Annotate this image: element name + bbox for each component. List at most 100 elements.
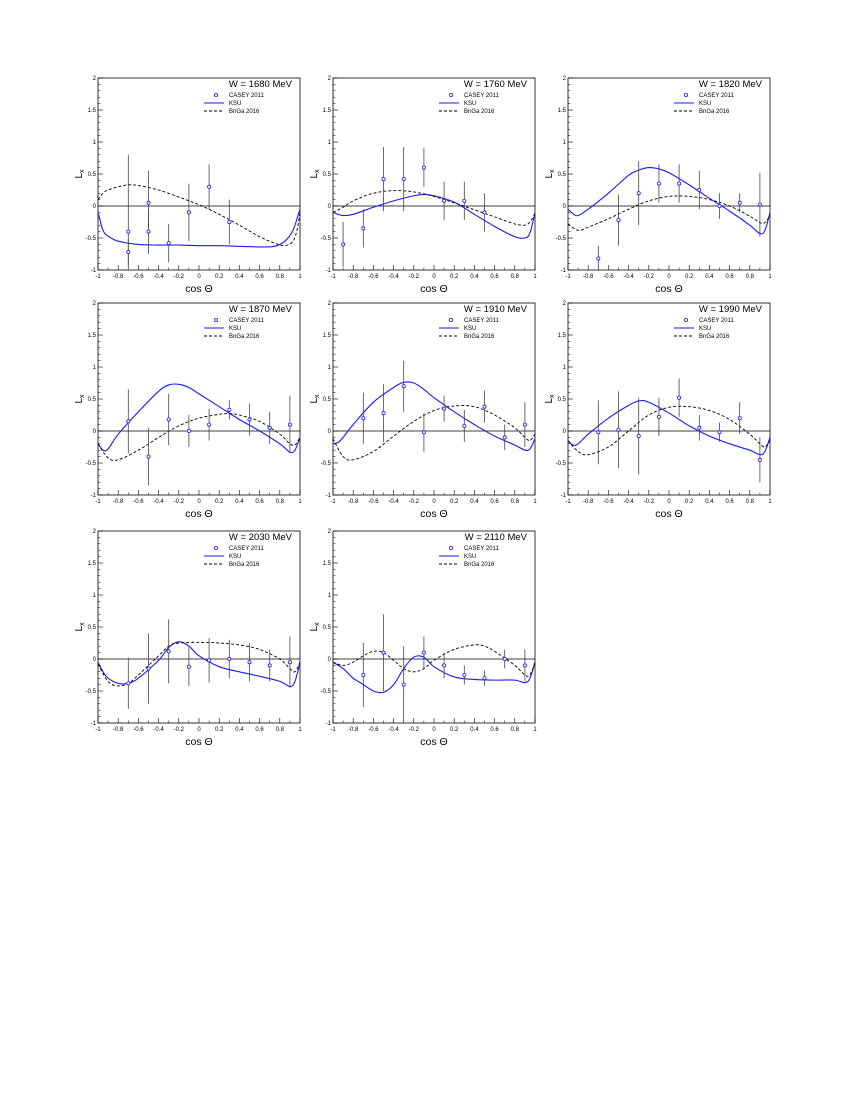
y-tick-label: -1 bbox=[326, 721, 332, 727]
x-tick-label: 1 bbox=[768, 274, 772, 280]
data-point bbox=[596, 430, 601, 435]
y-tick-label: 0.5 bbox=[323, 397, 332, 403]
data-point bbox=[737, 200, 742, 205]
y-axis-label-main: L bbox=[74, 173, 85, 179]
y-tick-label: -0.5 bbox=[556, 236, 567, 242]
x-tick-label: -0.8 bbox=[348, 499, 359, 505]
chart-panel: -1 -0.8 -0.6 -0.4 -0.2 0 0.2 0.4 0.6 0.8 1 -1 -0.5 0 0… bbox=[309, 301, 537, 520]
x-tick-label: 0.6 bbox=[255, 727, 264, 733]
data-point bbox=[656, 414, 661, 419]
x-tick-label: 0.8 bbox=[511, 499, 520, 505]
x-tick-label: 0.2 bbox=[450, 499, 459, 505]
legend-marker bbox=[448, 317, 453, 322]
y-tick-label: -1 bbox=[326, 268, 332, 274]
data-point bbox=[227, 657, 232, 662]
y-tick-label: 2 bbox=[93, 301, 97, 307]
y-tick-label: 1.5 bbox=[323, 561, 332, 567]
y-tick-label: 0.5 bbox=[88, 625, 97, 631]
y-tick-label: 1.5 bbox=[88, 333, 97, 339]
y-axis-label-main: L bbox=[74, 398, 85, 404]
ksu-curve bbox=[98, 209, 300, 248]
y-tick-label: -0.5 bbox=[556, 461, 567, 467]
y-axis-label-sub: x bbox=[79, 622, 86, 626]
y-tick-label: -0.5 bbox=[321, 236, 332, 242]
y-tick-label: 0.5 bbox=[88, 397, 97, 403]
y-tick-label: 0.5 bbox=[323, 172, 332, 178]
data-point bbox=[166, 649, 171, 654]
legend-label: BnGa 2016 bbox=[699, 334, 730, 340]
data-point bbox=[616, 218, 621, 223]
y-axis-label: Lx bbox=[309, 394, 321, 404]
x-axis-label: cos Θ bbox=[185, 736, 212, 748]
data-point bbox=[482, 676, 487, 681]
x-tick-label: 0.4 bbox=[470, 727, 479, 733]
x-tick-label: -0.4 bbox=[153, 499, 164, 505]
y-axis-label-sub: x bbox=[314, 394, 321, 398]
x-axis-label: cos Θ bbox=[185, 283, 212, 295]
y-axis-label: Lx bbox=[74, 394, 86, 404]
legend-label: CASEY 2011 bbox=[229, 93, 264, 99]
x-tick-label: 0.4 bbox=[470, 274, 479, 280]
y-tick-label: -0.5 bbox=[86, 236, 97, 242]
y-axis-label: Lx bbox=[74, 169, 86, 179]
data-point bbox=[421, 165, 426, 170]
data-point bbox=[656, 181, 661, 186]
x-tick-label: -0.6 bbox=[133, 274, 144, 280]
legend-label: CASEY 2011 bbox=[464, 318, 499, 324]
y-tick-label: 2 bbox=[328, 76, 332, 82]
chart-panel: -1 -0.8 -0.6 -0.4 -0.2 0 0.2 0.4 0.6 0.8 1 -1 -0.5 0 0… bbox=[544, 301, 772, 520]
x-tick-label: -0.8 bbox=[583, 499, 594, 505]
x-tick-label: -0.6 bbox=[368, 727, 379, 733]
y-tick-label: 0 bbox=[93, 657, 97, 663]
legend-marker bbox=[684, 317, 689, 322]
x-tick-label: 0 bbox=[197, 727, 201, 733]
data-point bbox=[401, 682, 406, 687]
legend-marker bbox=[213, 317, 218, 322]
data-point bbox=[381, 650, 386, 655]
x-tick-label: -0.4 bbox=[388, 727, 399, 733]
x-tick-label: -0.2 bbox=[174, 727, 185, 733]
data-point bbox=[421, 430, 426, 435]
data-point bbox=[247, 660, 252, 665]
x-tick-label: -1 bbox=[565, 499, 571, 505]
y-tick-label: 1 bbox=[328, 365, 332, 371]
y-axis-label-main: L bbox=[309, 173, 320, 179]
data-point bbox=[146, 454, 151, 459]
data-point bbox=[677, 181, 682, 186]
plot-area bbox=[98, 383, 300, 486]
x-tick-label: 0 bbox=[667, 499, 671, 505]
ksu-curve bbox=[98, 383, 300, 454]
legend-label: CASEY 2011 bbox=[464, 93, 499, 99]
legend-marker bbox=[213, 93, 218, 98]
x-tick-label: 0 bbox=[432, 727, 436, 733]
data-point bbox=[502, 435, 507, 440]
y-tick-label: 1.5 bbox=[88, 561, 97, 567]
ksu-curve bbox=[568, 400, 770, 456]
y-tick-label: 1 bbox=[563, 140, 567, 146]
data-point bbox=[166, 417, 171, 422]
x-tick-label: 1 bbox=[768, 499, 772, 505]
data-point bbox=[482, 404, 487, 409]
x-tick-label: -0.4 bbox=[153, 727, 164, 733]
data-point bbox=[126, 419, 131, 424]
x-tick-label: 0.6 bbox=[255, 499, 264, 505]
y-tick-label: 0 bbox=[328, 204, 332, 210]
x-tick-label: 1 bbox=[298, 499, 302, 505]
x-tick-label: -1 bbox=[330, 499, 336, 505]
plot-area bbox=[333, 147, 535, 267]
y-axis-label: Lx bbox=[309, 169, 321, 179]
data-point bbox=[717, 430, 722, 435]
legend-label: KSU bbox=[229, 101, 241, 107]
data-point bbox=[207, 658, 212, 663]
x-tick-label: 1 bbox=[298, 727, 302, 733]
legend-label: CASEY 2011 bbox=[464, 546, 499, 552]
y-tick-label: 2 bbox=[563, 76, 567, 82]
panel-title: W = 2030 MeV bbox=[229, 532, 293, 543]
data-point bbox=[401, 384, 406, 389]
x-tick-label: 0.8 bbox=[746, 499, 755, 505]
y-tick-label: 0 bbox=[328, 429, 332, 435]
x-tick-label: 0.4 bbox=[705, 274, 714, 280]
data-point bbox=[267, 663, 272, 668]
x-tick-label: 0.8 bbox=[746, 274, 755, 280]
data-point bbox=[186, 210, 191, 215]
